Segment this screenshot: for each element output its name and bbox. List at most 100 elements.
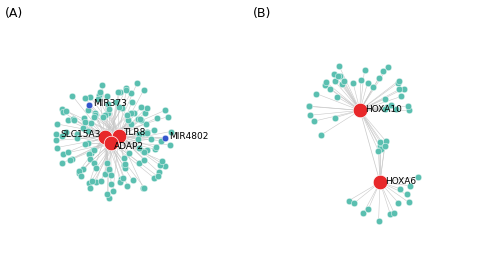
Point: [305, 104, 313, 108]
Point: [126, 91, 134, 96]
Point: [95, 93, 103, 97]
Text: MIR373: MIR373: [93, 99, 127, 108]
Point: [59, 110, 67, 114]
Point: [356, 108, 364, 113]
Point: [98, 83, 106, 87]
Point: [108, 182, 116, 187]
Point: [86, 94, 94, 99]
Point: [376, 140, 384, 144]
Point: [392, 106, 400, 111]
Point: [84, 108, 92, 112]
Point: [87, 150, 95, 155]
Point: [104, 111, 112, 115]
Point: [395, 78, 403, 83]
Point: [120, 163, 128, 167]
Point: [85, 181, 93, 185]
Point: [104, 102, 112, 106]
Point: [152, 145, 160, 150]
Point: [112, 100, 120, 104]
Point: [404, 104, 412, 108]
Point: [306, 113, 314, 118]
Point: [406, 108, 413, 113]
Point: [310, 119, 318, 123]
Point: [158, 139, 166, 143]
Point: [359, 211, 367, 216]
Text: HOXA10: HOXA10: [365, 105, 402, 114]
Point: [114, 90, 122, 94]
Point: [140, 150, 147, 155]
Point: [380, 144, 388, 148]
Point: [62, 130, 70, 134]
Point: [330, 71, 338, 76]
Point: [164, 115, 172, 119]
Point: [345, 198, 353, 203]
Point: [141, 110, 149, 115]
Text: MIR4802: MIR4802: [169, 132, 208, 141]
Point: [136, 146, 143, 150]
Text: ADAP2: ADAP2: [114, 142, 144, 151]
Point: [80, 116, 88, 120]
Point: [350, 201, 358, 206]
Point: [376, 180, 384, 184]
Point: [136, 117, 144, 121]
Point: [124, 184, 132, 188]
Point: [114, 105, 122, 110]
Point: [305, 104, 313, 109]
Point: [135, 161, 143, 165]
Point: [92, 166, 100, 171]
Point: [100, 115, 108, 119]
Point: [143, 130, 151, 134]
Point: [166, 129, 174, 134]
Point: [394, 200, 402, 205]
Point: [150, 128, 158, 132]
Point: [332, 94, 340, 99]
Point: [140, 158, 148, 162]
Point: [369, 85, 377, 89]
Point: [390, 210, 398, 215]
Point: [128, 111, 136, 115]
Point: [349, 81, 357, 85]
Point: [125, 151, 133, 155]
Point: [118, 106, 126, 110]
Point: [338, 81, 346, 86]
Point: [78, 167, 86, 172]
Point: [139, 131, 147, 136]
Point: [360, 68, 368, 72]
Point: [66, 158, 74, 162]
Point: [133, 81, 141, 85]
Point: [376, 147, 384, 151]
Point: [74, 132, 82, 137]
Point: [104, 192, 112, 197]
Point: [387, 103, 395, 107]
Point: [80, 120, 88, 125]
Point: [62, 108, 70, 113]
Point: [74, 171, 82, 175]
Point: [64, 150, 72, 154]
Point: [79, 126, 87, 130]
Point: [135, 132, 143, 136]
Point: [128, 178, 136, 183]
Point: [317, 133, 325, 137]
Point: [89, 147, 97, 152]
Point: [382, 139, 390, 143]
Point: [140, 185, 148, 190]
Point: [84, 141, 92, 146]
Point: [137, 118, 145, 122]
Point: [364, 206, 372, 211]
Point: [336, 74, 344, 79]
Point: [334, 74, 342, 78]
Point: [142, 105, 150, 110]
Point: [97, 178, 105, 183]
Point: [139, 149, 147, 153]
Point: [86, 186, 94, 190]
Point: [102, 113, 110, 118]
Point: [406, 184, 414, 188]
Point: [356, 78, 364, 82]
Point: [400, 86, 408, 91]
Point: [142, 130, 150, 135]
Point: [58, 134, 66, 138]
Point: [154, 174, 162, 179]
Point: [59, 152, 67, 156]
Point: [380, 97, 388, 101]
Point: [156, 163, 164, 168]
